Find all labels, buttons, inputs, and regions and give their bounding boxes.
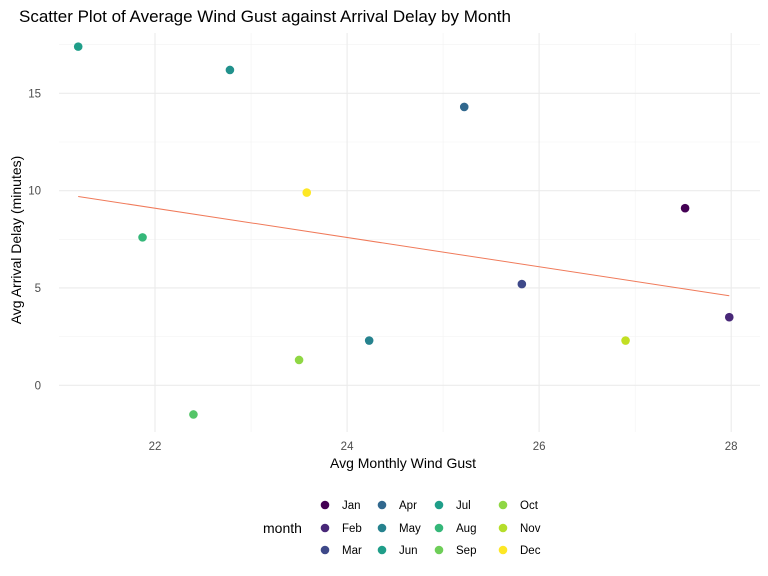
legend-key-oct	[498, 500, 508, 510]
legend-label-jun: Jun	[399, 545, 418, 557]
legend-key-feb	[320, 523, 330, 533]
data-point-mar	[517, 279, 527, 289]
y-tick-label: 5	[35, 283, 41, 295]
legend-key-apr	[377, 500, 387, 510]
data-point-nov	[621, 336, 630, 345]
legend-key-jun	[377, 545, 387, 555]
x-tick-label: 26	[533, 441, 546, 453]
trend-line-layer	[78, 195, 730, 297]
y-axis-title: Avg Arrival Delay (minutes)	[8, 156, 24, 325]
legend-label-jan: Jan	[342, 500, 361, 512]
legend-key-dec	[498, 545, 508, 555]
x-tick-label: 24	[341, 441, 354, 453]
points-layer	[73, 42, 734, 419]
data-point-may	[364, 336, 374, 345]
x-axis-ticks: 22 24 26 28	[149, 441, 738, 453]
y-axis-ticks: 0 5 10 15	[28, 88, 41, 392]
legend-label-sep: Sep	[456, 545, 476, 557]
data-point-jun	[225, 65, 235, 75]
legend-label-jul: Jul	[456, 500, 471, 512]
y-tick-label: 15	[28, 88, 41, 100]
legend-key-sep	[434, 545, 444, 555]
legend-label-apr: Apr	[399, 500, 417, 512]
legend-label-mar: Mar	[342, 545, 362, 557]
legend-label-oct: Oct	[520, 500, 539, 512]
data-point-sep	[189, 410, 198, 419]
legend-label-may: May	[399, 523, 421, 535]
legend-key-may	[377, 523, 387, 533]
data-point-apr	[459, 102, 469, 112]
grid	[59, 33, 760, 432]
legend-label-aug: Aug	[456, 523, 476, 535]
data-point-dec	[302, 188, 312, 197]
legend-label-dec: Dec	[520, 545, 541, 557]
legend-key-jul	[434, 500, 444, 510]
legend-key-jan	[320, 500, 330, 510]
data-point-jul	[73, 42, 83, 51]
y-tick-label: 10	[28, 186, 41, 198]
legend-label-feb: Feb	[342, 523, 362, 535]
data-point-feb	[724, 312, 734, 322]
legend-label-nov: Nov	[520, 523, 541, 535]
x-axis-title: Avg Monthly Wind Gust	[330, 455, 476, 471]
trend-line	[78, 195, 730, 297]
legend-key-nov	[498, 523, 508, 533]
legend: Jan Feb Mar Apr May Jun Jul Aug Sep Oct Nov Dec	[320, 500, 541, 557]
legend-key-mar	[320, 545, 330, 555]
data-point-jan	[680, 203, 690, 213]
data-point-oct	[294, 355, 304, 365]
data-point-aug	[138, 233, 147, 242]
legend-title: month	[263, 520, 302, 536]
y-tick-label: 0	[35, 380, 41, 392]
legend-key-aug	[434, 523, 444, 533]
chart-title: Scatter Plot of Average Wind Gust agains…	[19, 7, 511, 26]
x-tick-label: 22	[149, 441, 162, 453]
x-tick-label: 28	[725, 441, 738, 453]
